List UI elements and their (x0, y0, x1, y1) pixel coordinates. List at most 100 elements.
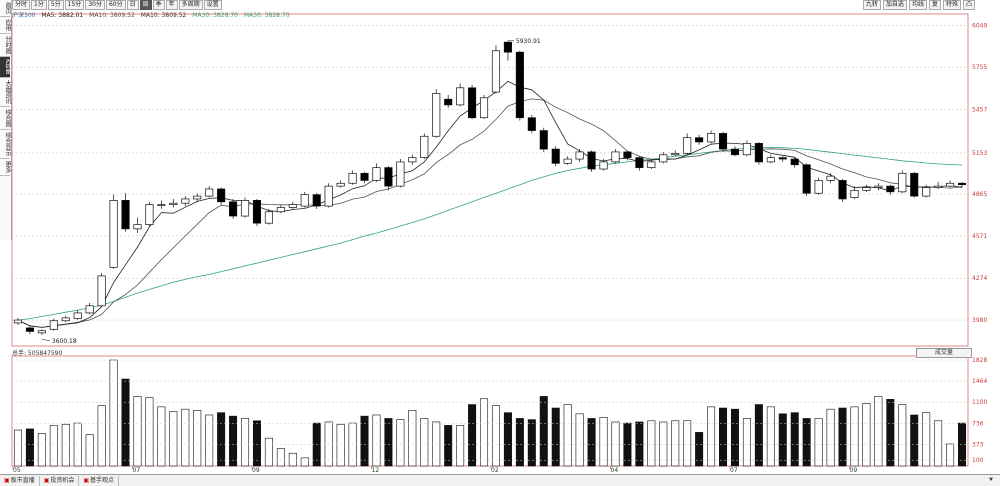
volume-bar (563, 404, 572, 467)
tab-1min[interactable]: 1分 (31, 0, 47, 10)
candle-up (109, 200, 118, 268)
volume-bar (814, 418, 823, 467)
candle-up (707, 133, 716, 143)
price-tick-label: 5153 (972, 150, 987, 157)
candle-down (718, 133, 728, 150)
candle-up (599, 161, 608, 170)
volume-bar (539, 396, 548, 467)
volume-indicator-select[interactable]: 成交量 (916, 348, 972, 358)
ma-lines-button[interactable]: 均线 (908, 0, 927, 10)
special-button[interactable]: 特殊 (942, 0, 961, 10)
candle-up (85, 305, 94, 314)
index-name: 沪深300 (12, 12, 36, 19)
candle-up (324, 185, 333, 207)
tab-viewpoints-label: 基手观点 (90, 476, 115, 484)
tab-15min[interactable]: 15分 (64, 0, 85, 10)
candle-up (336, 182, 345, 187)
volume-bar (420, 418, 429, 467)
sidebar-item-composite-chart[interactable]: 综合图 (0, 107, 11, 130)
x-tick-label: 09 (850, 467, 858, 474)
overlay-button[interactable]: 凸 (962, 0, 975, 10)
candle-up (491, 50, 501, 93)
candle-up (205, 188, 214, 197)
candle-up (240, 200, 250, 217)
tab-quarter[interactable]: 季 (152, 0, 165, 10)
candle-down (312, 194, 321, 207)
volume-bar (181, 408, 190, 467)
price-tick-label: 4274 (972, 275, 987, 282)
tab-day[interactable]: 日 (126, 0, 139, 10)
volume-bar (37, 433, 46, 467)
sidebar-item-kline[interactable]: K线图 (0, 57, 11, 78)
tab-opportunities[interactable]: ▣投资机会 (40, 475, 80, 486)
volume-bar (217, 412, 226, 467)
candle-up (826, 175, 835, 181)
candle-down (217, 188, 226, 203)
volume-bar (611, 421, 620, 467)
ma30-line (17, 146, 963, 321)
ma30-value: MA30: 3828.70 (192, 12, 238, 19)
candle-down (551, 148, 560, 164)
kline-chart[interactable]: 6049 5755 5457 5153 4865 4571 4274 3980 5930.91 3… (0, 0, 1000, 474)
candle-down (695, 137, 704, 143)
tab-year[interactable]: 年 (165, 0, 178, 10)
candle-down (121, 200, 130, 230)
high-annotation: 5930.91 (516, 38, 541, 45)
candle-up (169, 202, 178, 205)
volume-bar (898, 404, 907, 467)
price-tick-label: 6049 (972, 22, 987, 29)
sidebar-item-market-news[interactable]: 大盘资讯 (0, 78, 11, 107)
candle-up (432, 93, 441, 137)
candle-up (647, 161, 656, 168)
candle-up (420, 135, 429, 158)
sidebar-item-timeshare[interactable]: 分时图 (0, 34, 11, 57)
tab-60min[interactable]: 60分 (105, 0, 126, 10)
volume-bar (61, 423, 70, 467)
volume-bar (946, 443, 955, 467)
candle-up (300, 194, 309, 207)
tab-timeshare[interactable]: 分时 (12, 0, 31, 10)
left-sidebar: 首页 应用 分时图 K线图 大盘资讯 综合图 综合显示 更多 (0, 0, 12, 240)
candle-up (13, 319, 23, 324)
volume-bar (169, 411, 178, 467)
volume-bar (623, 422, 632, 467)
collapse-arrow-icon[interactable]: ⯆ (988, 476, 994, 484)
period-toolbar: 分时 1分 5分 15分 30分 60分 日 周 季 年 多周期 设置 九转 加… (12, 0, 998, 10)
tab-settings[interactable]: 设置 (203, 0, 222, 10)
candle-up (348, 172, 357, 184)
candle-down (754, 143, 763, 163)
candle-up (264, 211, 273, 224)
tab-viewpoints[interactable]: ▣基手观点 (79, 475, 120, 486)
candle-up (898, 172, 907, 193)
candle-up (742, 143, 751, 156)
price-tick-label: 3980 (972, 317, 987, 324)
adjust-button[interactable]: 复 (928, 0, 941, 10)
low-annotation: 3600.18 (52, 338, 77, 345)
volume-bar (408, 410, 417, 467)
nine-turn-button[interactable]: 九转 (862, 0, 881, 10)
tab-5min[interactable]: 5分 (47, 0, 64, 10)
x-tick-label: 07 (730, 467, 738, 474)
candle-up (456, 87, 465, 106)
volume-bar (85, 434, 94, 467)
tab-multi-period[interactable]: 多周期 (178, 0, 203, 10)
candle-down (539, 130, 548, 150)
tab-30min[interactable]: 30分 (85, 0, 105, 10)
tab-week[interactable]: 周 (139, 0, 152, 10)
sidebar-item-apps[interactable]: 应用 (0, 17, 11, 34)
volume-bar (288, 452, 297, 467)
sidebar-item-home[interactable]: 首页 (0, 0, 11, 17)
sidebar-item-more[interactable]: 更多 (0, 159, 11, 176)
candle-down (730, 148, 740, 156)
volume-bar (229, 415, 238, 467)
volume-bar (205, 414, 214, 467)
tab-market-live[interactable]: ▣板市直播 (0, 475, 40, 486)
price-tick-label: 5755 (972, 64, 987, 71)
volume-bar (910, 414, 919, 467)
ma30b-value: MA30: 3828.70 (243, 12, 290, 19)
candle-up (61, 317, 70, 322)
add-watchlist-button[interactable]: 加自选 (882, 0, 907, 10)
volume-bar (778, 413, 787, 467)
sidebar-item-composite-display[interactable]: 综合显示 (0, 130, 11, 159)
